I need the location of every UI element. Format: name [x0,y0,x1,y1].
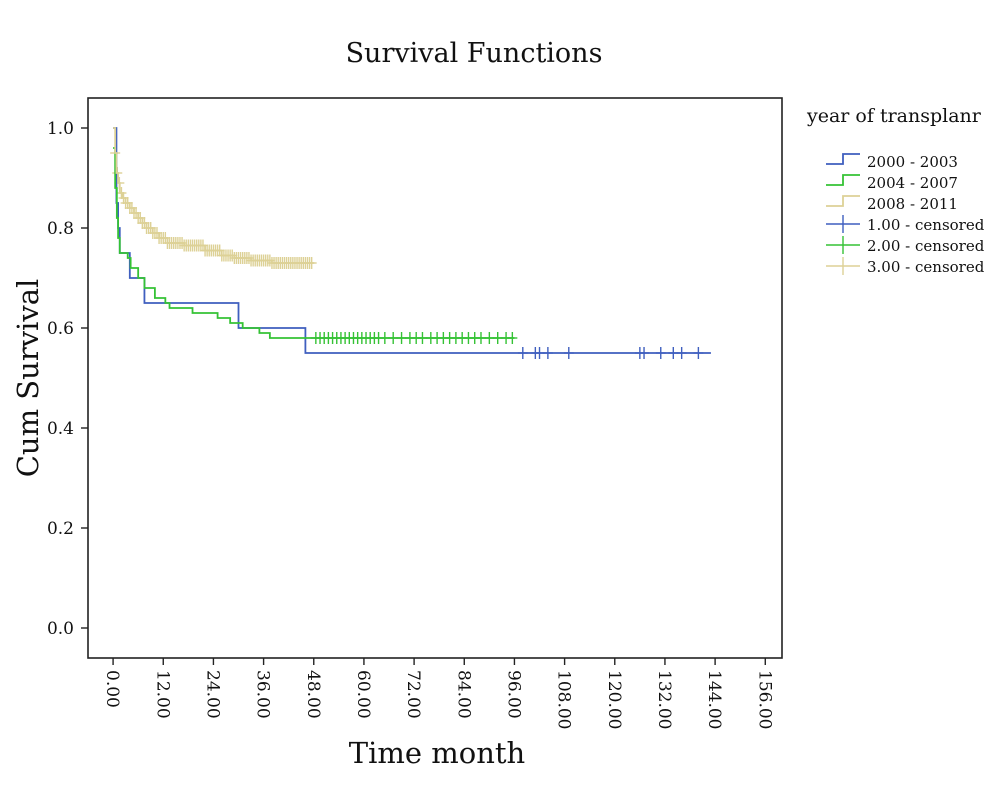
legend-label: 2.00 - censored [867,237,985,255]
y-axis: 0.0 0.2 0.4 0.6 0.8 1.0 [47,119,88,639]
survival-line-3 [113,127,314,264]
y-tick-label: 0.8 [47,219,74,239]
legend-swatch-line [826,195,860,207]
x-tick-label: 12.00 [152,670,172,719]
x-tick-label: 132.00 [654,670,674,729]
x-tick-label: 96.00 [503,670,523,719]
x-axis-title: Time month [349,736,525,770]
legend-label: 1.00 - censored [867,216,985,234]
x-tick-label: 36.00 [253,670,273,719]
legend-label: 3.00 - censored [867,258,985,276]
legend-title: year of transplanr [806,105,982,127]
legend-label: 2004 - 2007 [867,174,958,192]
y-tick-label: 0.0 [47,619,74,639]
legend-label: 2008 - 2011 [867,195,958,213]
chart-title: Survival Functions [346,38,603,69]
legend-label: 2000 - 2003 [867,153,958,171]
legend: 2000 - 2003 2004 - 2007 2008 - 2011 1.00 - … [826,153,985,276]
y-axis-title: Cum Survival [11,279,45,478]
survival-line-2 [113,147,515,339]
series-layer [110,127,711,359]
x-tick-label: 0.00 [102,670,122,708]
x-tick-label: 72.00 [403,670,423,719]
plot-frame [87,97,783,659]
legend-swatch-line [826,153,860,165]
y-tick-label: 0.6 [47,319,74,339]
x-tick-label: 84.00 [453,670,473,719]
x-tick-label: 60.00 [353,670,373,719]
y-tick-label: 1.0 [47,119,74,139]
legend-swatch-line [826,174,860,186]
x-tick-label: 48.00 [303,670,323,719]
x-tick-label: 156.00 [754,670,774,729]
y-tick-label: 0.2 [47,519,74,539]
x-tick-label: 24.00 [202,670,222,719]
x-tick-label: 144.00 [704,670,724,729]
x-tick-label: 108.00 [554,670,574,729]
y-tick-label: 0.4 [47,419,74,439]
x-tick-label: 120.00 [604,670,624,729]
x-axis: 0.00 12.00 24.00 36.00 48.00 60.00 72.00 84.00 9… [102,658,774,729]
